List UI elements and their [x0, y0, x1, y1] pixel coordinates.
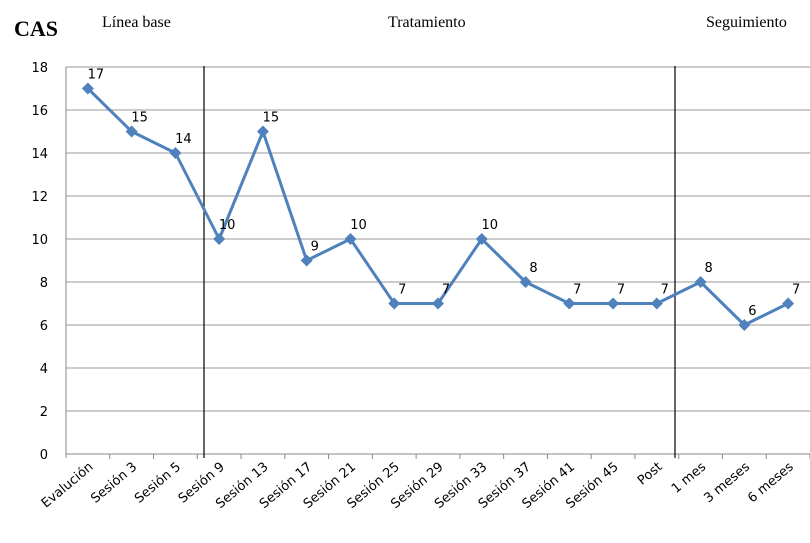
- data-label: 7: [792, 283, 800, 298]
- marker: [475, 233, 488, 245]
- x-tick-label: Sesión 5: [132, 460, 184, 507]
- data-label: 17: [88, 68, 105, 83]
- y-tick-label: 8: [40, 276, 48, 291]
- marker: [125, 125, 138, 138]
- marker: [782, 297, 795, 310]
- y-tick-label: 0: [40, 448, 48, 463]
- x-tick-label: Post: [635, 460, 665, 489]
- data-label: 10: [350, 218, 367, 233]
- data-label: 7: [398, 283, 406, 298]
- data-label: 7: [661, 283, 669, 298]
- marker: [738, 319, 751, 331]
- marker: [81, 82, 94, 95]
- data-label: 15: [131, 111, 148, 126]
- x-tick-label: 3 meses: [701, 459, 753, 506]
- y-tick-label: 14: [31, 147, 48, 162]
- y-tick-label: 10: [31, 233, 48, 248]
- marker: [169, 147, 182, 159]
- marker: [563, 297, 576, 310]
- data-label: 8: [529, 261, 537, 276]
- marker: [432, 297, 444, 310]
- data-label: 10: [219, 218, 236, 233]
- marker: [300, 254, 313, 267]
- marker: [213, 233, 226, 245]
- marker: [607, 297, 620, 310]
- y-tick-label: 16: [31, 104, 48, 119]
- phase-label: Seguimiento: [706, 14, 787, 31]
- data-label: 7: [573, 283, 581, 298]
- data-label: 6: [748, 304, 756, 319]
- marker: [256, 125, 269, 138]
- phase-label: Línea base: [102, 14, 171, 31]
- chart-title: CAS: [14, 16, 58, 41]
- y-tick-label: 12: [31, 190, 48, 205]
- x-tick-label: 6 meses: [745, 459, 797, 506]
- data-label: 7: [442, 283, 450, 298]
- marker: [519, 276, 532, 288]
- x-tick-label: Evalución: [39, 460, 97, 512]
- y-tick-label: 18: [31, 61, 48, 76]
- y-tick-label: 4: [40, 362, 48, 377]
- marker: [344, 233, 357, 245]
- y-tick-label: 6: [40, 319, 48, 334]
- data-label: 7: [617, 283, 625, 298]
- x-tick-label: Sesión 3: [88, 460, 140, 507]
- marker: [650, 297, 663, 310]
- data-label: 15: [263, 111, 280, 126]
- marker: [694, 276, 707, 288]
- data-line: [86, 87, 789, 327]
- y-tick-label: 2: [40, 405, 48, 420]
- marker: [388, 297, 401, 310]
- data-label: 9: [311, 240, 319, 255]
- data-label: 14: [175, 132, 192, 147]
- phase-label: Tratamiento: [388, 14, 466, 31]
- data-label: 8: [704, 261, 712, 276]
- x-tick-label: 1 mes: [669, 459, 709, 496]
- data-label: 10: [481, 218, 498, 233]
